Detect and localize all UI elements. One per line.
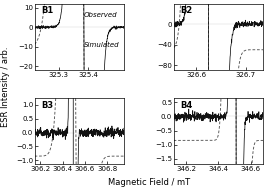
Text: B4: B4 [180,101,192,110]
Text: B2: B2 [180,6,192,15]
Text: Observed: Observed [84,12,118,18]
Text: B3: B3 [41,101,53,110]
Text: B1: B1 [41,6,53,15]
Text: Simulated: Simulated [84,42,119,48]
Text: ESR Intensity / arb.: ESR Intensity / arb. [1,47,10,127]
Text: Magnetic Field / mT: Magnetic Field / mT [108,178,190,187]
